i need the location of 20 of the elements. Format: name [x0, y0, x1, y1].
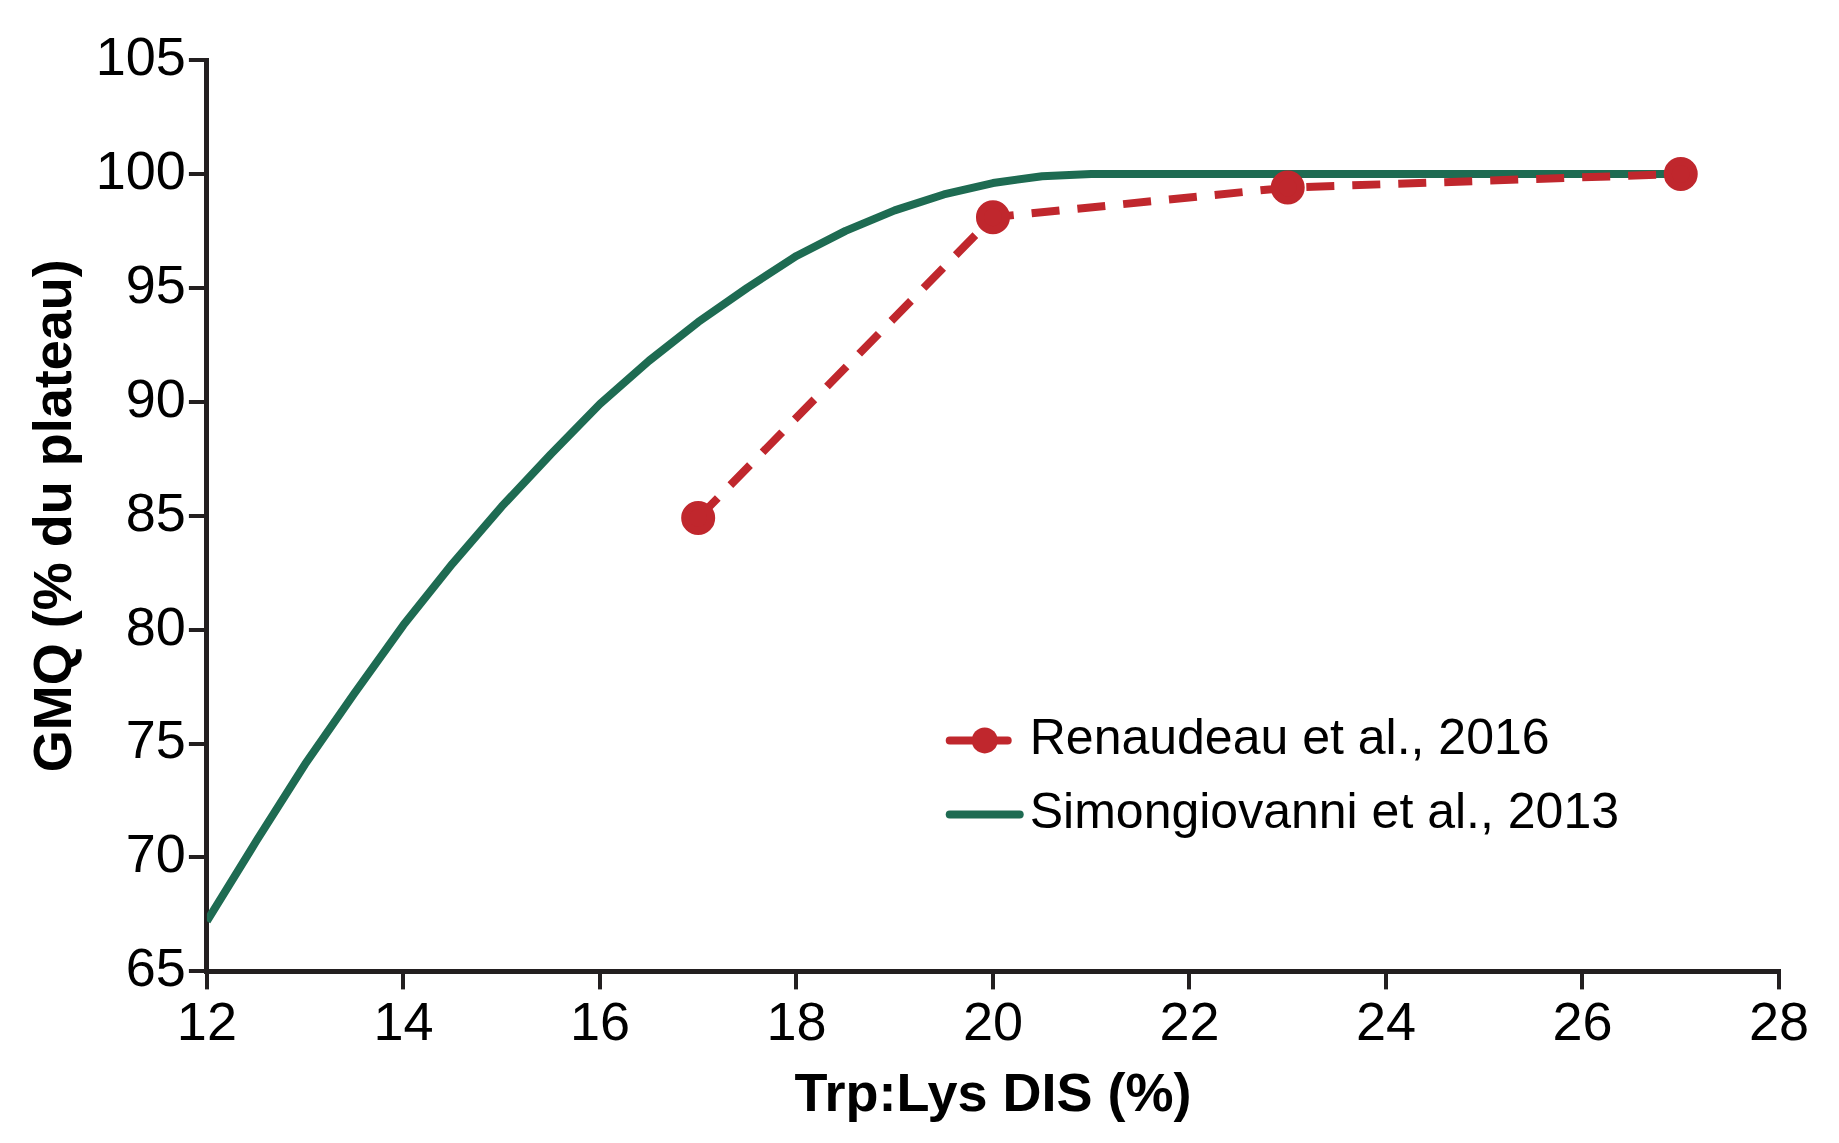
legend-label: Simongiovanni et al., 2013	[1029, 783, 1620, 840]
x-tick-label: 16	[569, 990, 630, 1051]
y-tick-label: 90	[125, 367, 186, 428]
y-axis-title: GMQ (% du plateau)	[22, 259, 83, 773]
x-tick-label: 22	[1159, 990, 1220, 1051]
y-tick-label: 105	[95, 25, 186, 86]
x-tick-label: 14	[373, 990, 434, 1051]
y-tick-label: 95	[125, 253, 186, 314]
x-axis-title: Trp:Lys DIS (%)	[794, 1062, 1192, 1123]
x-tick-label: 24	[1355, 990, 1417, 1051]
y-tick-label: 80	[125, 595, 186, 656]
y-tick-label: 70	[125, 823, 186, 884]
x-tick-label: 18	[766, 990, 827, 1051]
y-tick-label: 100	[95, 139, 186, 200]
x-tick-label: 28	[1748, 990, 1810, 1051]
legend-label: Renaudeau et al., 2016	[1029, 709, 1550, 766]
x-tick-label: 26	[1552, 990, 1613, 1051]
x-tick-label: 20	[962, 990, 1023, 1051]
y-tick-label: 85	[125, 481, 186, 542]
y-tick-label: 75	[125, 709, 186, 770]
